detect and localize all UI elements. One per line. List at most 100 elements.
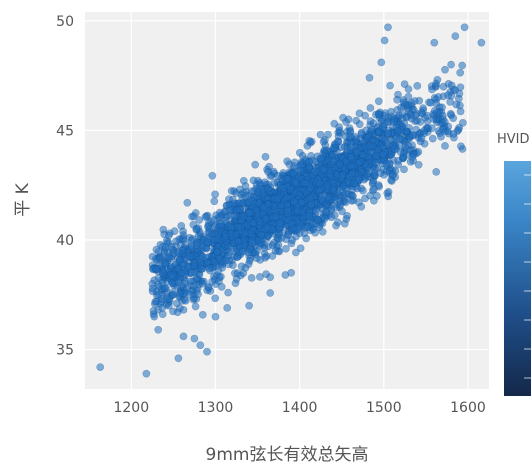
- data-point: [383, 129, 392, 138]
- data-point: [449, 114, 458, 123]
- colorbar-ticks: [524, 174, 531, 379]
- data-point: [194, 290, 202, 299]
- data-point: [366, 104, 375, 112]
- data-point: [393, 126, 402, 135]
- data-point: [377, 58, 386, 67]
- data-point: [297, 198, 306, 207]
- colorbar-title: HVID: [497, 132, 530, 147]
- data-point: [417, 134, 426, 142]
- data-point: [283, 175, 292, 183]
- data-point: [380, 36, 389, 45]
- data-point: [224, 242, 233, 251]
- data-point: [307, 151, 315, 160]
- data-point: [281, 244, 290, 253]
- data-point: [289, 169, 298, 178]
- colorbar-gradient: [504, 161, 531, 396]
- data-point: [192, 241, 201, 249]
- data-point: [389, 170, 397, 179]
- data-point: [343, 211, 351, 220]
- data-point: [255, 217, 264, 226]
- data-point: [148, 252, 157, 261]
- data-point: [194, 232, 203, 240]
- data-point: [314, 216, 322, 225]
- data-point: [215, 273, 224, 282]
- data-point: [241, 263, 250, 272]
- y-tick-labels: 35 40 45 50: [56, 14, 74, 359]
- data-point: [210, 197, 219, 206]
- data-point: [251, 160, 260, 169]
- data-point: [456, 68, 465, 77]
- data-point: [404, 85, 413, 93]
- data-point: [244, 209, 253, 217]
- data-point: [374, 128, 383, 137]
- y-axis-title: 平 K: [13, 182, 33, 216]
- data-point: [239, 176, 248, 185]
- data-point: [400, 165, 408, 174]
- data-point: [186, 252, 195, 261]
- data-point: [283, 157, 292, 166]
- data-point: [348, 169, 356, 178]
- data-point: [432, 79, 440, 88]
- data-point: [358, 168, 366, 176]
- data-point: [320, 214, 329, 223]
- data-point: [196, 341, 205, 350]
- data-point: [279, 183, 288, 192]
- data-point: [452, 100, 461, 109]
- data-point: [460, 23, 469, 32]
- data-point: [191, 302, 200, 311]
- data-point: [402, 113, 411, 122]
- data-point: [440, 118, 449, 126]
- data-point: [384, 187, 393, 196]
- data-point: [354, 175, 363, 184]
- data-point: [259, 203, 268, 211]
- data-point: [235, 185, 244, 194]
- data-point: [264, 167, 272, 176]
- data-point: [241, 192, 250, 200]
- data-point: [426, 98, 435, 107]
- data-point: [247, 273, 256, 282]
- data-point: [290, 197, 299, 206]
- data-point: [227, 187, 236, 195]
- data-point: [451, 86, 459, 95]
- data-point: [181, 296, 190, 305]
- data-point: [365, 73, 374, 82]
- data-point: [273, 171, 282, 180]
- data-point: [366, 117, 375, 125]
- data-point: [315, 187, 324, 196]
- data-point: [347, 196, 356, 205]
- data-point: [276, 219, 284, 228]
- data-point: [434, 93, 443, 101]
- data-point: [155, 254, 164, 263]
- data-point: [173, 308, 182, 317]
- data-point: [213, 235, 222, 243]
- data-point: [154, 274, 163, 282]
- data-point: [154, 290, 163, 299]
- data-point: [379, 150, 387, 159]
- data-point: [213, 248, 222, 256]
- data-point: [203, 347, 211, 356]
- data-point: [161, 259, 170, 268]
- data-point: [176, 255, 184, 264]
- data-point: [414, 160, 423, 169]
- data-point: [174, 278, 183, 286]
- data-point: [244, 248, 253, 257]
- data-point: [204, 284, 213, 293]
- data-point: [357, 202, 366, 211]
- data-point: [390, 145, 399, 154]
- data-point: [311, 167, 320, 176]
- data-point: [305, 212, 313, 221]
- data-point: [368, 136, 377, 145]
- data-point: [333, 218, 342, 227]
- data-point: [335, 126, 344, 135]
- data-point: [449, 129, 458, 138]
- data-point: [395, 134, 404, 143]
- data-point: [211, 190, 219, 199]
- data-point: [208, 277, 216, 286]
- data-point: [252, 254, 261, 262]
- data-point: [437, 132, 445, 141]
- data-point: [323, 181, 332, 190]
- data-point: [327, 213, 336, 222]
- data-point: [260, 178, 269, 187]
- data-point: [282, 193, 291, 202]
- data-point: [346, 153, 355, 161]
